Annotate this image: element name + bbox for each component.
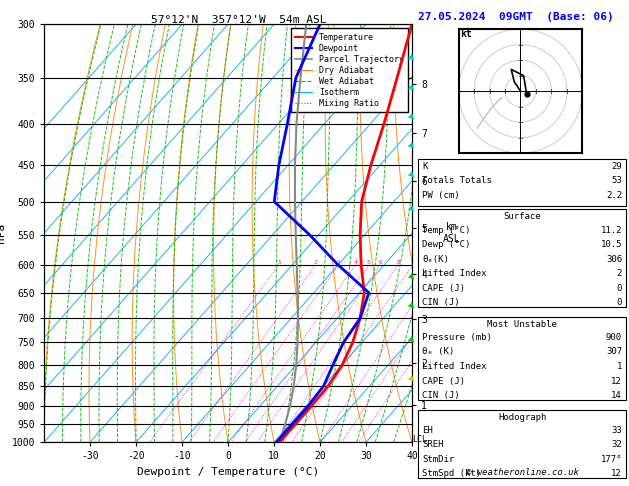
Text: ▶: ▶ bbox=[406, 335, 418, 346]
Text: Dewp (°C): Dewp (°C) bbox=[422, 240, 470, 249]
Text: StmSpd (kt): StmSpd (kt) bbox=[422, 469, 481, 479]
Text: 6: 6 bbox=[378, 260, 382, 265]
Y-axis label: km
ASL: km ASL bbox=[443, 223, 460, 244]
Text: EH: EH bbox=[422, 426, 433, 435]
Text: SREH: SREH bbox=[422, 440, 443, 450]
Text: 307: 307 bbox=[606, 347, 622, 357]
Text: ▶: ▶ bbox=[406, 170, 418, 180]
Text: PW (cm): PW (cm) bbox=[422, 191, 460, 200]
Text: © weatheronline.co.uk: © weatheronline.co.uk bbox=[465, 468, 579, 477]
Text: ▶: ▶ bbox=[406, 204, 418, 214]
Text: ▶: ▶ bbox=[406, 140, 418, 151]
Text: CIN (J): CIN (J) bbox=[422, 298, 460, 308]
Text: 2.2: 2.2 bbox=[606, 191, 622, 200]
Text: 12: 12 bbox=[611, 469, 622, 479]
Text: 32: 32 bbox=[611, 440, 622, 450]
Text: CAPE (J): CAPE (J) bbox=[422, 377, 465, 386]
Text: 2: 2 bbox=[616, 269, 622, 278]
Text: 14: 14 bbox=[611, 391, 622, 400]
Text: ▶: ▶ bbox=[406, 53, 418, 64]
Text: 900: 900 bbox=[606, 333, 622, 342]
Legend: Temperature, Dewpoint, Parcel Trajectory, Dry Adiabat, Wet Adiabat, Isotherm, Mi: Temperature, Dewpoint, Parcel Trajectory… bbox=[291, 29, 408, 112]
Text: 0: 0 bbox=[616, 284, 622, 293]
Text: 1: 1 bbox=[616, 362, 622, 371]
Text: Hodograph: Hodograph bbox=[498, 413, 546, 422]
Text: Temp (°C): Temp (°C) bbox=[422, 226, 470, 235]
Text: ▶: ▶ bbox=[406, 272, 418, 282]
Text: kt: kt bbox=[460, 29, 472, 39]
Text: 12: 12 bbox=[611, 377, 622, 386]
Text: LCL: LCL bbox=[412, 435, 427, 444]
Text: ▶: ▶ bbox=[406, 111, 418, 122]
Text: 10.5: 10.5 bbox=[601, 240, 622, 249]
Text: Lifted Index: Lifted Index bbox=[422, 269, 487, 278]
X-axis label: Dewpoint / Temperature (°C): Dewpoint / Temperature (°C) bbox=[137, 467, 319, 477]
Text: CIN (J): CIN (J) bbox=[422, 391, 460, 400]
Text: 3: 3 bbox=[337, 260, 340, 265]
Text: 33: 33 bbox=[611, 426, 622, 435]
Text: θₑ(K): θₑ(K) bbox=[422, 255, 449, 264]
Text: 57°12'N  357°12'W  54m ASL: 57°12'N 357°12'W 54m ASL bbox=[151, 15, 327, 25]
Text: Surface: Surface bbox=[503, 212, 541, 222]
Text: 11.2: 11.2 bbox=[601, 226, 622, 235]
Text: 1: 1 bbox=[277, 260, 281, 265]
Text: 27.05.2024  09GMT  (Base: 06): 27.05.2024 09GMT (Base: 06) bbox=[418, 12, 614, 22]
Text: Most Unstable: Most Unstable bbox=[487, 320, 557, 329]
Text: 0: 0 bbox=[616, 298, 622, 308]
Text: 8: 8 bbox=[396, 260, 400, 265]
Text: 29: 29 bbox=[611, 162, 622, 171]
Text: StmDir: StmDir bbox=[422, 455, 454, 464]
Y-axis label: hPa: hPa bbox=[0, 223, 6, 243]
Text: Totals Totals: Totals Totals bbox=[422, 176, 492, 186]
Text: ▶: ▶ bbox=[406, 82, 418, 93]
Text: 5: 5 bbox=[367, 260, 371, 265]
Text: 4: 4 bbox=[353, 260, 357, 265]
Text: 306: 306 bbox=[606, 255, 622, 264]
Text: Lifted Index: Lifted Index bbox=[422, 362, 487, 371]
Text: Pressure (mb): Pressure (mb) bbox=[422, 333, 492, 342]
Text: 53: 53 bbox=[611, 176, 622, 186]
Text: 2: 2 bbox=[314, 260, 318, 265]
Text: CAPE (J): CAPE (J) bbox=[422, 284, 465, 293]
Text: ▶: ▶ bbox=[406, 301, 418, 312]
Text: θₑ (K): θₑ (K) bbox=[422, 347, 454, 357]
Text: K: K bbox=[422, 162, 428, 171]
Text: ▶: ▶ bbox=[406, 374, 418, 384]
Text: 177°: 177° bbox=[601, 455, 622, 464]
